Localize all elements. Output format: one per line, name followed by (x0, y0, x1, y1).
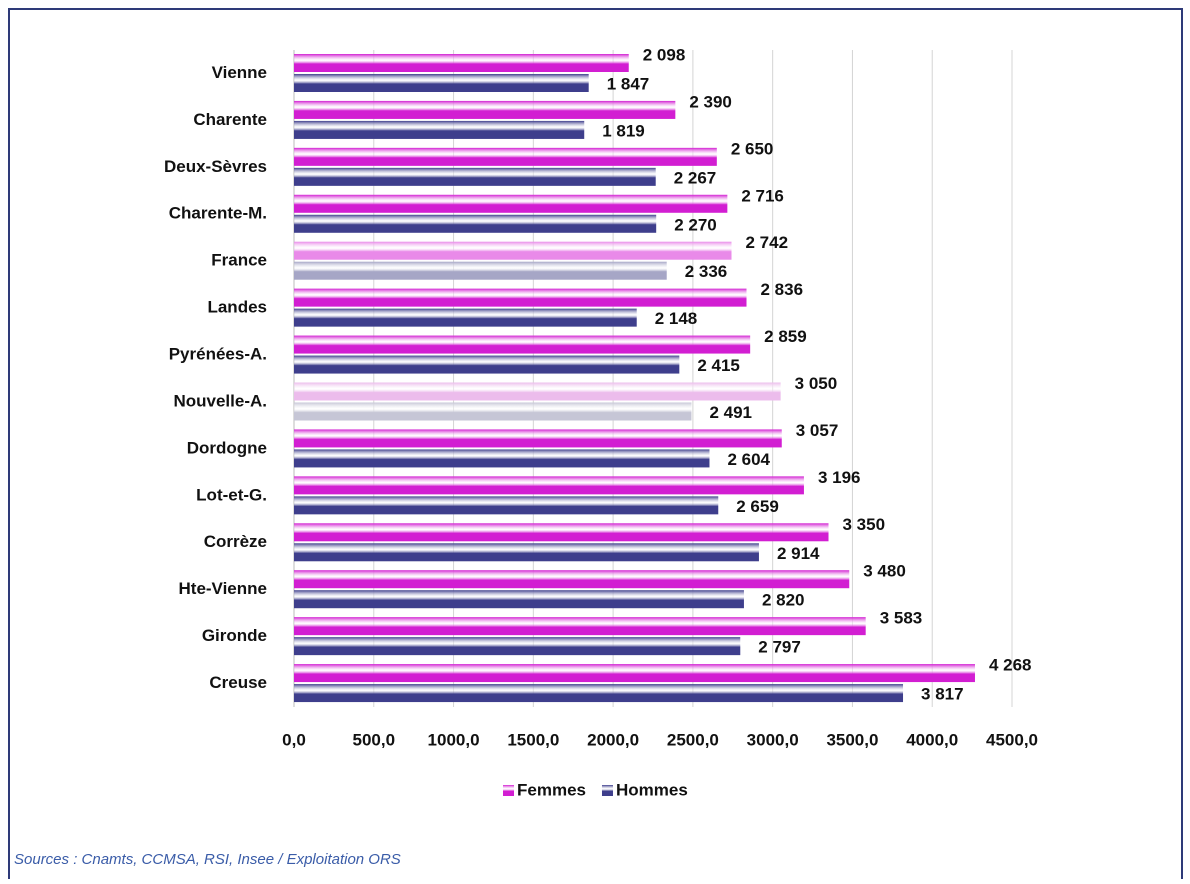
value-label: 2 716 (741, 186, 784, 205)
value-label: 2 859 (764, 327, 807, 346)
bar (294, 214, 657, 233)
bar (294, 684, 904, 703)
value-label: 4 268 (989, 656, 1032, 675)
bar (294, 335, 751, 354)
x-tick-label: 1000,0 (428, 730, 480, 749)
y-tick-label: Dordogne (187, 438, 267, 457)
bar (294, 664, 975, 683)
y-tick-label: Pyrénées-A. (169, 345, 267, 364)
y-tick-label: Vienne (212, 63, 267, 82)
bar (294, 194, 728, 213)
value-label: 3 480 (863, 562, 906, 581)
x-tick-label: 0,0 (282, 730, 306, 749)
bar (294, 120, 585, 139)
frame (8, 8, 1183, 884)
legend-label: Femmes (517, 780, 586, 799)
x-tick-label: 3500,0 (826, 730, 878, 749)
bar (294, 496, 719, 515)
bar (294, 308, 637, 327)
source: Sources : Cnamts, CCMSA, RSI, Insee / Ex… (14, 851, 401, 868)
bar (294, 288, 747, 307)
bar (294, 241, 732, 260)
value-label: 2 390 (689, 92, 732, 111)
bar (294, 54, 629, 72)
value-label: 1 819 (602, 121, 645, 140)
value-label: 2 836 (760, 280, 803, 299)
value-label: 2 148 (655, 309, 698, 328)
x-tick-label: 4000,0 (906, 730, 958, 749)
y-tick-label: Lot-et-G. (196, 485, 267, 504)
bar (294, 617, 866, 636)
value-label: 2 650 (731, 139, 774, 158)
bar (294, 523, 829, 542)
legend-swatch (601, 785, 613, 796)
value-label: 2 659 (736, 497, 779, 516)
bar (294, 167, 656, 186)
legend-label: Hommes (616, 780, 688, 799)
value-label: 2 267 (674, 168, 717, 187)
bar (294, 402, 692, 421)
bar (294, 261, 667, 280)
value-label: 3 196 (818, 468, 861, 487)
value-label: 2 415 (697, 356, 740, 375)
value-label: 2 820 (762, 591, 805, 610)
legend-swatch (503, 785, 514, 796)
bar (294, 637, 741, 656)
value-label: 3 583 (880, 609, 923, 628)
bar (294, 590, 744, 609)
value-label: 3 817 (921, 685, 964, 704)
bar (294, 543, 759, 562)
value-label: 2 742 (746, 233, 789, 252)
bar (294, 74, 589, 92)
y-tick-label: Creuse (209, 673, 267, 692)
x-tick-label: 3000,0 (747, 730, 799, 749)
y-tick-label: France (211, 251, 267, 270)
y-tick-label: Corrèze (204, 532, 267, 551)
value-label: 2 098 (643, 45, 686, 64)
value-label: 3 350 (843, 515, 886, 534)
x-tick-label: 2500,0 (667, 730, 719, 749)
x-tick-label: 500,0 (353, 730, 396, 749)
value-label: 2 914 (777, 544, 820, 563)
bar (294, 429, 782, 448)
bar (294, 355, 680, 374)
x-tick-label: 1500,0 (507, 730, 559, 749)
value-label: 2 797 (758, 638, 801, 657)
value-label: 1 847 (607, 74, 650, 93)
y-tick-label: Deux-Sèvres (164, 157, 267, 176)
value-label: 2 491 (709, 403, 752, 422)
x-tick-label: 4500,0 (986, 730, 1038, 749)
bar (294, 100, 676, 119)
value-label: 3 050 (795, 374, 838, 393)
bar (294, 570, 850, 589)
bar (294, 382, 781, 401)
value-label: 3 057 (796, 421, 839, 440)
value-label: 2 604 (727, 450, 770, 469)
y-tick-label: Nouvelle-A. (173, 391, 267, 410)
bar (294, 449, 710, 468)
value-label: 2 270 (674, 215, 717, 234)
y-tick-label: Charente (193, 110, 267, 129)
y-tick-label: Gironde (202, 626, 267, 645)
y-tick-label: Landes (207, 298, 267, 317)
value-label: 2 336 (685, 262, 728, 281)
y-tick-label: Hte-Vienne (179, 579, 268, 598)
bar (294, 147, 717, 166)
x-tick-label: 2000,0 (587, 730, 639, 749)
y-tick-label: Charente-M. (169, 204, 267, 223)
bar (294, 476, 804, 495)
